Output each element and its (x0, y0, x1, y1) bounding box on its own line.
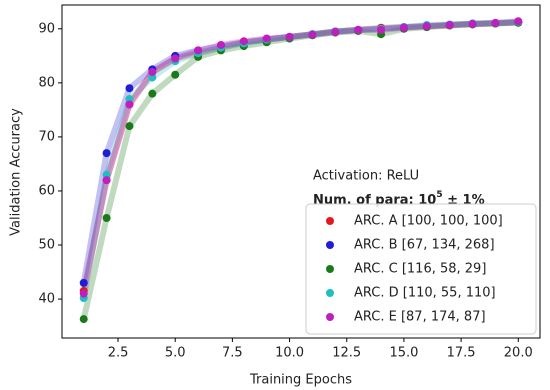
legend-marker (326, 265, 334, 273)
data-point (125, 100, 134, 109)
x-tick-label: 10.0 (275, 346, 304, 361)
y-tick-label: 90 (38, 21, 55, 36)
data-point (262, 34, 271, 43)
x-axis-label: Training Epochs (249, 373, 352, 388)
data-point (125, 84, 134, 93)
data-point (308, 30, 317, 39)
data-point (102, 149, 111, 158)
x-tick-label: 17.5 (447, 346, 476, 361)
y-tick-label: 80 (38, 75, 55, 90)
data-point (102, 213, 111, 222)
legend-marker (326, 241, 334, 249)
legend-label: ARC. E [87, 174, 87] (354, 310, 486, 325)
data-point (148, 89, 157, 98)
legend-label: ARC. B [67, 134, 268] (354, 238, 495, 253)
data-point (445, 21, 454, 30)
y-tick-label: 60 (38, 183, 55, 198)
data-point (125, 122, 134, 131)
data-point (102, 176, 111, 185)
data-point (79, 289, 88, 298)
data-point (216, 41, 225, 50)
data-point (514, 17, 523, 26)
data-point (285, 32, 294, 41)
legend-label: ARC. A [100, 100, 100] (354, 214, 503, 229)
annotation: Activation: ReLU (313, 169, 419, 184)
legend-label: ARC. D [110, 55, 110] (354, 286, 496, 301)
data-point (331, 28, 340, 37)
y-axis-label: Validation Accuracy (9, 108, 24, 236)
data-point (79, 315, 88, 324)
data-point (354, 25, 363, 34)
x-tick-label: 2.5 (108, 346, 129, 361)
x-tick-label: 15.0 (389, 346, 418, 361)
data-point (148, 68, 157, 77)
data-point (399, 23, 408, 32)
legend-label: ARC. C [116, 58, 29] (354, 262, 486, 277)
data-point (171, 54, 180, 63)
data-point (377, 25, 386, 34)
legend-marker (326, 289, 334, 297)
data-point (79, 278, 88, 287)
x-tick-label: 5.0 (165, 346, 186, 361)
data-point (194, 46, 203, 55)
x-tick-label: 12.5 (332, 346, 361, 361)
y-tick-label: 40 (38, 292, 55, 307)
plot-frame (61, 4, 541, 339)
y-tick-label: 50 (38, 238, 55, 253)
legend-box (305, 203, 537, 335)
data-point (491, 18, 500, 27)
legend-marker (326, 313, 334, 321)
x-tick-label: 20.0 (504, 346, 533, 361)
y-tick-label: 70 (38, 129, 55, 144)
data-point (239, 37, 248, 46)
data-point (171, 70, 180, 79)
legend-marker (326, 217, 334, 225)
data-point (468, 19, 477, 28)
data-point (422, 22, 431, 31)
note-superscript: 5 (436, 190, 442, 200)
x-tick-label: 7.5 (222, 346, 243, 361)
